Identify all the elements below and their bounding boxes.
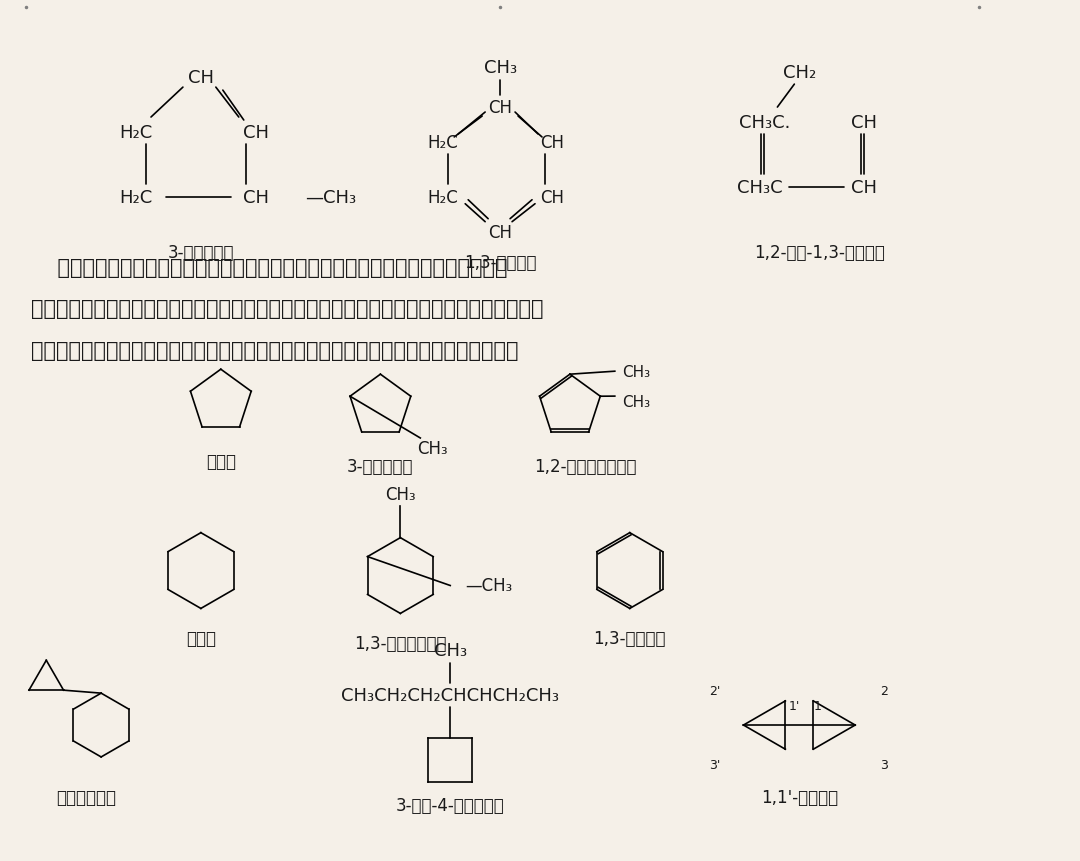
Text: CH₃C.: CH₃C.: [739, 114, 791, 132]
Text: 3: 3: [880, 759, 888, 771]
Text: 3-甲基环戊烯: 3-甲基环戊烯: [167, 244, 234, 261]
Text: 1,3-环己二烯: 1,3-环己二烯: [463, 253, 537, 271]
Text: 3-甲基-4-环丁基戊烷: 3-甲基-4-环丁基戊烷: [396, 796, 504, 814]
Text: H₂C: H₂C: [427, 189, 458, 207]
Text: CH₂: CH₂: [783, 64, 816, 82]
Text: CH₃: CH₃: [434, 641, 467, 660]
Text: 环己烷: 环己烷: [186, 629, 216, 647]
Text: CH: CH: [243, 189, 269, 207]
Text: CH₃: CH₃: [386, 486, 416, 503]
Text: CH₃: CH₃: [417, 439, 447, 457]
Text: 烷，五边形代表环戊烷，六角形代表环己烷等。应该理解，图形的每一角上都有一个碳原子，: 烷，五边形代表环戊烷，六角形代表环己烷等。应该理解，图形的每一角上都有一个碳原子…: [31, 299, 544, 319]
Text: CH₃: CH₃: [484, 59, 516, 77]
Text: H₂C: H₂C: [427, 133, 458, 152]
Text: CH: CH: [540, 133, 564, 152]
Text: H₂C: H₂C: [120, 189, 152, 207]
Text: 2: 2: [880, 684, 888, 697]
Text: CH: CH: [243, 124, 269, 142]
Text: 为了方便起见，脂环常用简单的几何图形表示：三角形代表环丙烷，正方形代表环: 为了方便起见，脂环常用简单的几何图形表示：三角形代表环丙烷，正方形代表环: [31, 257, 508, 277]
Text: CH: CH: [851, 114, 877, 132]
Text: 环丙基环己烷: 环丙基环己烷: [56, 788, 117, 806]
Text: H₂C: H₂C: [120, 124, 152, 142]
Text: 1,2-二甲基环戊二烯: 1,2-二甲基环戊二烯: [534, 457, 636, 475]
Text: —CH₃: —CH₃: [465, 577, 512, 595]
Text: CH₃: CH₃: [622, 394, 650, 409]
Text: 1': 1': [788, 699, 800, 712]
Text: 每个碳原子除指明的双键或取代基团外，都按四价的原则，连接有足够的氢原子，例如：: 每个碳原子除指明的双键或取代基团外，都按四价的原则，连接有足够的氢原子，例如：: [31, 341, 518, 361]
Text: 3-甲基环戊烷: 3-甲基环戊烷: [347, 457, 414, 475]
Text: 1,3-二甲基环己烷: 1,3-二甲基环己烷: [354, 635, 447, 653]
Text: CH₃CH₂CH₂CHCHCH₂CH₃: CH₃CH₂CH₂CHCHCH₂CH₃: [341, 686, 559, 704]
Text: 1,2-甲基-1,3-环戊二烯: 1,2-甲基-1,3-环戊二烯: [754, 244, 885, 261]
Text: CH₃: CH₃: [622, 364, 650, 379]
Text: CH: CH: [488, 223, 512, 241]
Text: 环戊烷: 环戊烷: [206, 452, 235, 470]
Text: CH: CH: [488, 99, 512, 117]
Text: 2': 2': [708, 684, 720, 697]
Text: CH₃C: CH₃C: [737, 178, 782, 196]
Text: 3': 3': [708, 759, 720, 771]
Text: 1: 1: [813, 699, 821, 712]
Text: —CH₃: —CH₃: [306, 189, 356, 207]
Text: 1,3-环己二烯: 1,3-环己二烯: [594, 629, 666, 647]
Text: CH: CH: [188, 69, 214, 87]
Text: 1,1'-联环丙烷: 1,1'-联环丙烷: [760, 788, 838, 806]
Text: CH: CH: [851, 178, 877, 196]
Text: CH: CH: [540, 189, 564, 207]
